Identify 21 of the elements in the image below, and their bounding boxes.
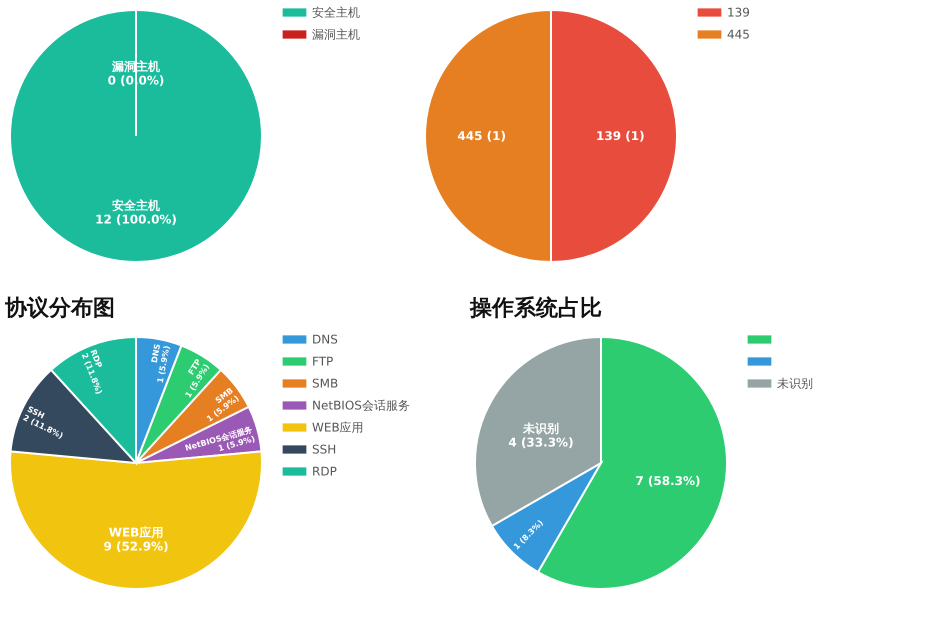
data-label: 7 (58.3%) — [635, 474, 701, 488]
chart-title: 协议分布图 — [4, 295, 115, 321]
legend-label: 未识别 — [777, 376, 813, 390]
legend-label: SSH — [312, 442, 336, 456]
legend-label: RDP — [312, 464, 337, 478]
legend-label: DNS — [312, 332, 338, 346]
chart-title: 操作系统占比 — [469, 295, 602, 321]
data-label: 445 (1) — [457, 129, 506, 143]
data-label: 139 (1) — [596, 129, 645, 143]
legend-label: NetBIOS会话服务 — [312, 398, 410, 412]
data-label: 安全主机 12 (100.0%) — [95, 198, 177, 226]
legend-label: 安全主机 — [312, 6, 360, 20]
legend-label: WEB应用 — [312, 420, 364, 434]
legend-label: FTP — [312, 354, 334, 368]
legend-label: SMB — [312, 376, 338, 390]
legend-label: 445 — [727, 28, 750, 42]
legend-label: 139 — [727, 6, 750, 20]
data-label: 未识别 4 (33.3%) — [508, 421, 574, 450]
legend-label: 漏洞主机 — [312, 28, 360, 42]
data-label: DNS 1 (5.9%) — [150, 342, 172, 384]
data-label: WEB应用 9 (52.9%) — [103, 525, 169, 554]
